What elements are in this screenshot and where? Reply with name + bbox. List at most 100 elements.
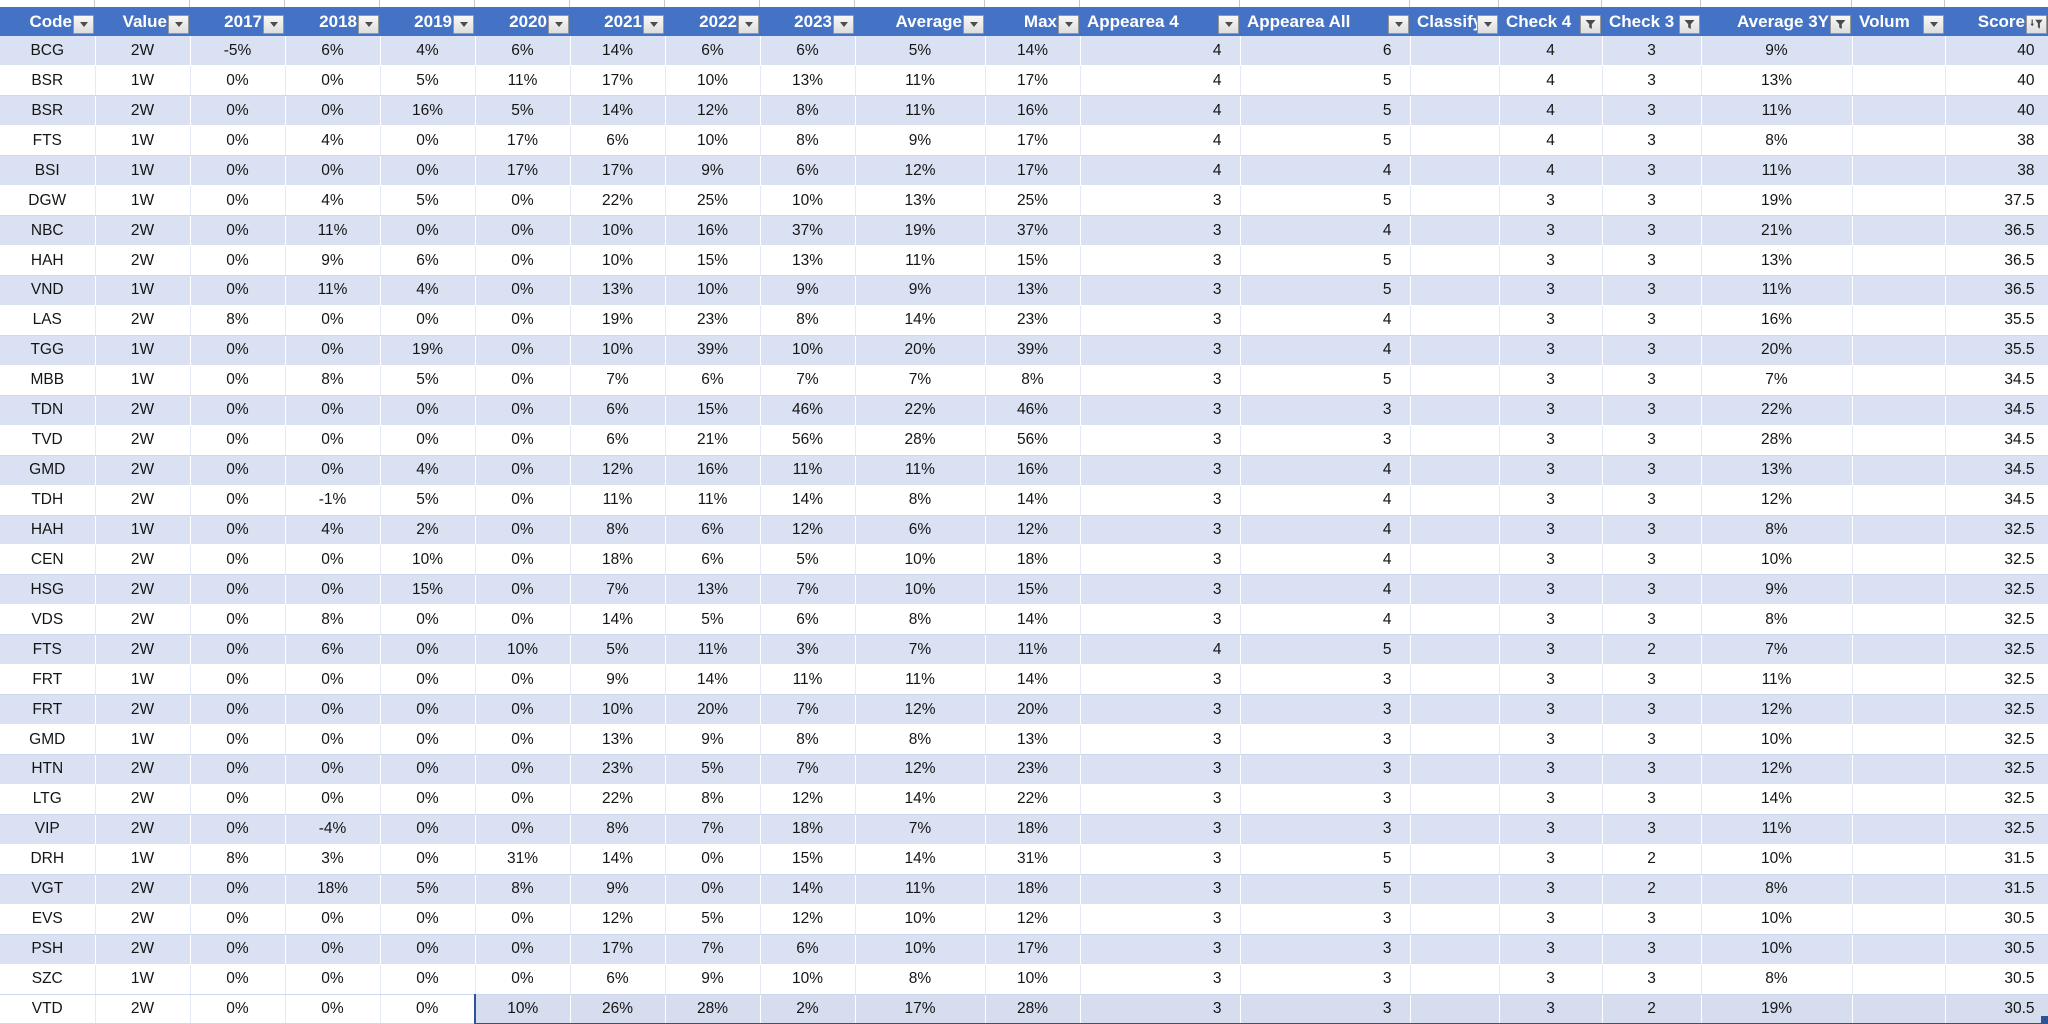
cell-2019[interactable]: 6% (380, 245, 476, 276)
cell-value[interactable]: 2W (95, 485, 191, 516)
cell-code[interactable]: GMD (0, 724, 96, 755)
cell-appearea-all[interactable]: 5 (1240, 185, 1411, 217)
cell-2020[interactable]: 0% (475, 964, 571, 995)
cell-code[interactable]: FRT (0, 664, 96, 696)
cell-appearea-4[interactable]: 3 (1080, 335, 1241, 366)
cell-2020[interactable]: 0% (475, 365, 571, 396)
cell-2017[interactable]: 0% (190, 874, 286, 905)
cell-2022[interactable]: 20% (665, 694, 761, 726)
column-header-max[interactable]: Max (985, 7, 1080, 36)
cell-average-3y[interactable]: 8% (1701, 604, 1853, 636)
cell-code[interactable]: DGW (0, 185, 96, 217)
cell-classify[interactable] (1410, 65, 1500, 97)
cell-code[interactable]: SZC (0, 964, 96, 995)
cell-volum[interactable] (1852, 814, 1946, 845)
cell-check-4[interactable]: 3 (1499, 994, 1603, 1024)
cell-2022[interactable]: 7% (665, 814, 761, 845)
cell-code[interactable]: CEN (0, 544, 96, 576)
cell-2019[interactable]: 5% (380, 365, 476, 396)
cell-2021[interactable]: 13% (570, 275, 666, 306)
cell-code[interactable]: FTS (0, 125, 96, 157)
column-header-2022[interactable]: 2022 (665, 7, 760, 36)
filter-button-2020[interactable] (548, 15, 569, 34)
cell-2018[interactable]: 0% (285, 754, 381, 785)
cell-volum[interactable] (1852, 305, 1946, 336)
cell-2017[interactable]: 0% (190, 634, 286, 666)
cell-max[interactable]: 18% (985, 814, 1081, 845)
cell-appearea-4[interactable]: 3 (1080, 275, 1241, 306)
cell-check-4[interactable]: 3 (1499, 544, 1603, 576)
cell-2021[interactable]: 19% (570, 305, 666, 336)
cell-check-3[interactable]: 2 (1602, 874, 1702, 905)
cell-2020[interactable]: 0% (475, 305, 571, 336)
cell-classify[interactable] (1410, 634, 1500, 666)
filter-button-max[interactable] (1058, 15, 1079, 34)
cell-2023[interactable]: 7% (760, 574, 856, 606)
cell-2018[interactable]: 11% (285, 215, 381, 247)
cell-appearea-all[interactable]: 5 (1240, 844, 1411, 875)
cell-volum[interactable] (1852, 874, 1946, 905)
cell-appearea-4[interactable]: 3 (1080, 694, 1241, 726)
cell-average-3y[interactable]: 19% (1701, 994, 1853, 1024)
cell-2022[interactable]: 6% (665, 544, 761, 576)
cell-volum[interactable] (1852, 754, 1946, 785)
cell-score[interactable]: 36.5 (1945, 275, 2048, 306)
cell-score[interactable]: 32.5 (1945, 544, 2048, 576)
cell-2017[interactable]: 0% (190, 365, 286, 396)
cell-2018[interactable]: 6% (285, 634, 381, 666)
cell-2020[interactable]: 0% (475, 604, 571, 636)
cell-2023[interactable]: 37% (760, 215, 856, 247)
cell-appearea-all[interactable]: 3 (1240, 784, 1411, 815)
cell-appearea-all[interactable]: 3 (1240, 664, 1411, 696)
cell-check-4[interactable]: 3 (1499, 335, 1603, 366)
cell-score[interactable]: 30.5 (1945, 994, 2048, 1024)
cell-2017[interactable]: 0% (190, 425, 286, 456)
cell-classify[interactable] (1410, 485, 1500, 516)
cell-check-3[interactable]: 3 (1602, 65, 1702, 97)
cell-appearea-4[interactable]: 4 (1080, 155, 1241, 187)
cell-average-3y[interactable]: 21% (1701, 215, 1853, 247)
cell-appearea-all[interactable]: 3 (1240, 814, 1411, 845)
cell-check-3[interactable]: 2 (1602, 634, 1702, 666)
cell-code[interactable]: DRH (0, 844, 96, 875)
cell-2020[interactable]: 10% (475, 634, 571, 666)
cell-value[interactable]: 1W (95, 844, 191, 875)
cell-2018[interactable]: 0% (285, 964, 381, 995)
cell-2023[interactable]: 12% (760, 784, 856, 815)
cell-2019[interactable]: 0% (380, 784, 476, 815)
filter-button-average-3y[interactable] (1830, 15, 1851, 34)
cell-score[interactable]: 37.5 (1945, 185, 2048, 217)
cell-code[interactable]: HTN (0, 754, 96, 785)
cell-2018[interactable]: 0% (285, 95, 381, 127)
cell-check-4[interactable]: 3 (1499, 964, 1603, 995)
cell-max[interactable]: 25% (985, 185, 1081, 217)
cell-average[interactable]: 11% (855, 874, 986, 905)
cell-max[interactable]: 23% (985, 754, 1081, 785)
cell-value[interactable]: 1W (95, 664, 191, 696)
cell-appearea-4[interactable]: 4 (1080, 65, 1241, 97)
cell-2018[interactable]: 0% (285, 425, 381, 456)
cell-2022[interactable]: 6% (665, 36, 761, 67)
cell-2023[interactable]: 8% (760, 125, 856, 157)
cell-max[interactable]: 13% (985, 724, 1081, 755)
cell-average-3y[interactable]: 10% (1701, 724, 1853, 755)
cell-average-3y[interactable]: 11% (1701, 275, 1853, 306)
cell-value[interactable]: 2W (95, 215, 191, 247)
cell-check-3[interactable]: 3 (1602, 155, 1702, 187)
cell-appearea-all[interactable]: 3 (1240, 694, 1411, 726)
cell-value[interactable]: 2W (95, 395, 191, 426)
cell-average-3y[interactable]: 8% (1701, 125, 1853, 157)
cell-value[interactable]: 2W (95, 36, 191, 67)
cell-2017[interactable]: 0% (190, 515, 286, 546)
cell-value[interactable]: 2W (95, 425, 191, 456)
cell-check-3[interactable]: 3 (1602, 125, 1702, 157)
cell-score[interactable]: 32.5 (1945, 574, 2048, 606)
cell-2017[interactable]: 0% (190, 994, 286, 1024)
cell-check-4[interactable]: 3 (1499, 604, 1603, 636)
cell-classify[interactable] (1410, 994, 1500, 1024)
column-header-average[interactable]: Average (855, 7, 985, 36)
cell-code[interactable]: HAH (0, 245, 96, 276)
cell-2023[interactable]: 8% (760, 305, 856, 336)
cell-score[interactable]: 38 (1945, 125, 2048, 157)
cell-2020[interactable]: 0% (475, 814, 571, 845)
